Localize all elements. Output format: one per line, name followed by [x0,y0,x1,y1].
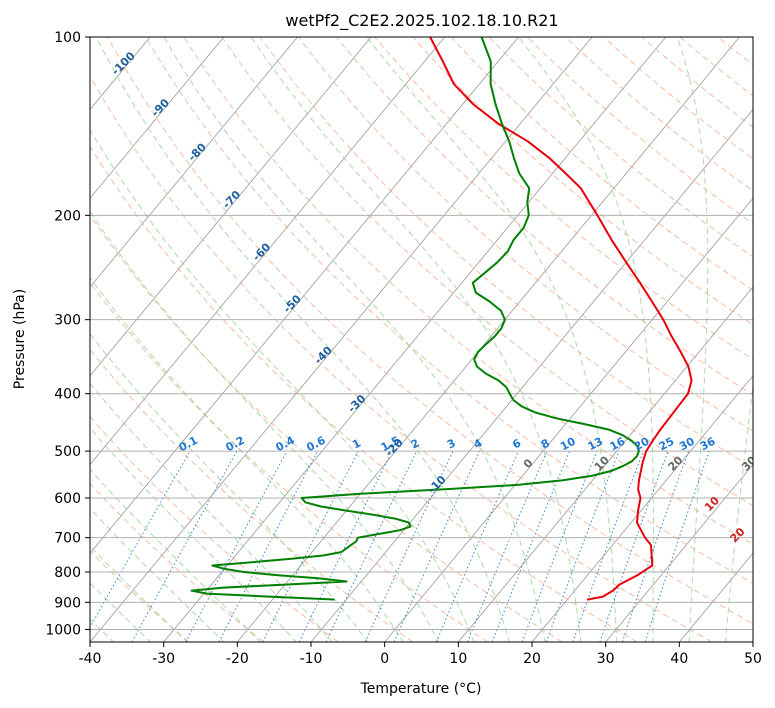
isotherm-line [90,37,446,466]
mixing-ratio-line [491,450,571,642]
moist-adiabat [90,210,440,642]
mixing-ratio-line [393,450,481,642]
isotherm-line [458,286,753,642]
mixing-ratio-line [435,450,519,642]
plot-frame [89,36,754,643]
moist-adiabat [90,507,225,642]
x-axis-ticks: -40 -30 -20 -10 0 10 20 30 40 50 [79,642,762,667]
dry-adiabat [336,37,753,396]
dry-adiabat [90,482,264,642]
x-tick-label: 30 [597,651,615,667]
isotherm-line [90,37,225,199]
y-tick-label: 400 [54,387,81,403]
mixing-ratio-line [262,450,359,642]
mixing-ratio-label: 10 [558,435,578,454]
isotherm-line [90,37,519,554]
profiles [190,37,693,601]
x-tick-label: 20 [523,651,541,667]
moist-adiabat [95,37,510,642]
y-tick-label: 600 [54,491,81,507]
x-tick-label: 40 [670,651,688,667]
y-tick-label: 900 [54,595,81,611]
moist-adiabat [90,276,404,642]
chart-title: wetPf2_C2E2.2025.102.18.10.R21 [285,11,558,31]
moist-adiabat [676,37,709,642]
moist-adiabat [725,383,753,642]
y-tick-label: 500 [54,444,81,460]
x-tick-label: -40 [79,651,102,667]
mixing-ratio-label: 16 [608,435,628,454]
x-tick-label: -30 [152,651,175,667]
mixing-ratio-line [90,450,191,629]
y-tick-label: 100 [54,30,81,46]
pressure-gridlines [90,37,753,630]
dry-adiabat [90,348,414,642]
moist-adiabat [90,333,369,642]
x-tick-label: 10 [449,651,467,667]
moist-adiabat [90,545,188,642]
isotherm-line [384,197,753,642]
y-axis-ticks: 100 200 300 400 500 600 700 800 900 1000 [45,30,90,638]
dry-adiabat [90,281,488,642]
isotherm-line [163,37,667,642]
moist-adiabat [90,582,152,642]
x-tick-label: 0 [380,651,389,667]
x-axis-label: Temperature (°C) [360,681,482,697]
y-tick-label: 1000 [45,622,81,638]
mixing-ratio-label: 36 [698,434,718,453]
mixing-ratio-line [545,450,620,642]
mixing-ratio-label: 30 [677,435,697,454]
mixing-ratio-line [131,450,238,642]
isotherm-line [90,37,372,377]
dry-adiabat [412,37,753,326]
moist-adiabat [163,37,546,642]
y-tick-label: 800 [54,565,81,581]
temperature-profile [429,37,693,601]
isotherm-line [605,463,753,642]
y-axis-label: Pressure (hPa) [12,289,28,389]
y-tick-label: 200 [54,208,81,224]
isotherm-line [531,375,753,642]
isotherm-line [237,37,740,642]
mixing-ratio-line [621,450,690,642]
moist-adiabat [518,37,654,642]
x-tick-label: 50 [744,651,762,667]
y-tick-label: 700 [54,531,81,547]
moist-adiabat [90,128,475,642]
mixing-ratio-line [521,450,598,642]
mixing-ratio-line [599,450,669,642]
mixing-ratio-label: 20 [632,435,652,454]
dewpoint-profile [190,37,640,601]
moist-adiabat [366,37,618,642]
mixing-ratio-line [572,450,644,642]
dry-adiabat [90,75,712,642]
dry-adiabat [90,550,190,642]
x-tick-label: -10 [300,651,323,667]
mixing-ratio-line [467,450,548,642]
moist-adiabat [90,382,333,642]
dry-adiabat [90,145,638,642]
mixing-ratio-label: 25 [657,435,677,454]
mixing-ratio-label: 13 [586,435,606,454]
x-tick-label: -20 [226,651,249,667]
mixing-ratio-line [644,450,710,642]
isotherm-line [90,37,298,288]
y-tick-label: 300 [54,313,81,329]
moist-adiabat [250,37,582,642]
